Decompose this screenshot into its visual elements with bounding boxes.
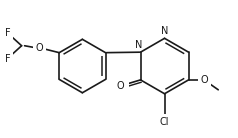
Text: F: F bbox=[5, 28, 10, 38]
Text: N: N bbox=[135, 40, 142, 50]
Text: N: N bbox=[161, 26, 168, 36]
Text: Cl: Cl bbox=[160, 116, 169, 127]
Text: F: F bbox=[5, 54, 10, 64]
Text: O: O bbox=[117, 81, 124, 91]
Text: O: O bbox=[201, 75, 208, 85]
Text: O: O bbox=[36, 43, 43, 53]
